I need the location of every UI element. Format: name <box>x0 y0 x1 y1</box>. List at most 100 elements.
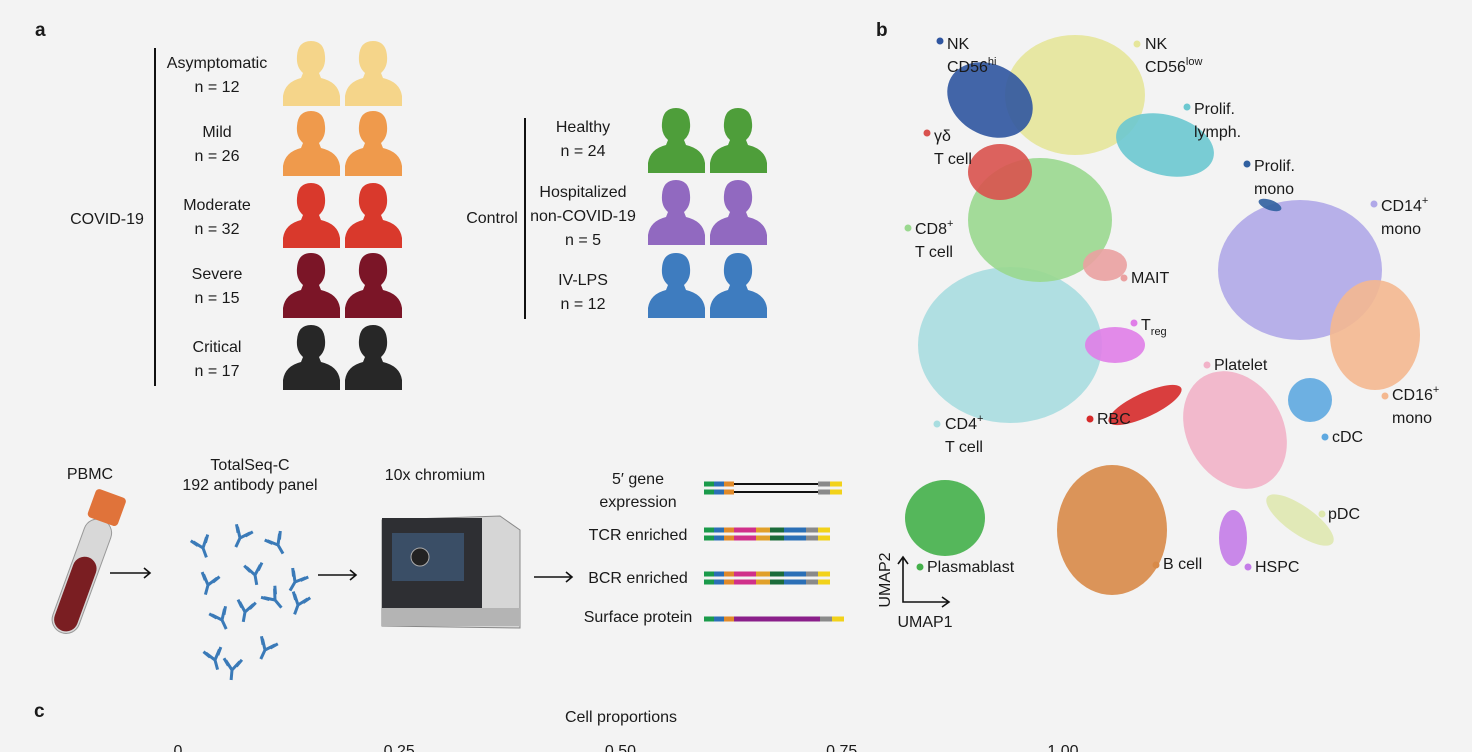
group-count: n = 17 <box>195 363 240 380</box>
label-sup: + <box>977 413 983 425</box>
antibody <box>264 530 285 555</box>
x-tick-label: 0 <box>174 743 183 752</box>
group-label: Control <box>466 210 518 227</box>
antibody <box>234 523 254 548</box>
antibody <box>189 534 210 558</box>
cluster-blob <box>1085 327 1145 363</box>
group-name: Moderate <box>183 197 251 214</box>
cluster-label: Treg <box>1141 317 1167 338</box>
label-line: Plasmablast <box>927 559 1015 576</box>
person-icon <box>283 41 340 106</box>
read-segment <box>784 579 806 585</box>
cluster-label: MAIT <box>1131 270 1169 287</box>
read-segment <box>724 616 734 622</box>
person-icon <box>648 108 705 173</box>
read-segment <box>784 535 806 541</box>
person-icon <box>345 111 402 176</box>
read-segment <box>724 481 734 487</box>
read-segment <box>770 579 784 585</box>
read-segment <box>724 571 734 577</box>
blood-tube <box>51 489 126 634</box>
cluster-label: NK CD56hi <box>947 36 996 76</box>
read-segment <box>806 579 818 585</box>
antibodies <box>189 523 312 681</box>
cluster-dot <box>1086 415 1094 423</box>
read-segment <box>704 489 714 495</box>
chromium-instrument <box>381 515 521 629</box>
group-name: Severe <box>192 266 243 283</box>
cluster-blob <box>1219 510 1247 566</box>
read-segment <box>770 535 784 541</box>
group-name: non-COVID-19 <box>530 208 636 225</box>
label-line: T cell <box>915 244 953 261</box>
label-line: B cell <box>1163 556 1202 573</box>
cluster-label: Platelet <box>1214 357 1268 374</box>
group-count: n = 32 <box>195 221 240 238</box>
cluster-dot <box>1321 433 1329 441</box>
cluster-dot <box>1244 563 1252 571</box>
read-segment <box>734 527 756 533</box>
read-segment <box>820 616 832 622</box>
label-line: pDC <box>1328 506 1360 523</box>
label-line: Platelet <box>1214 357 1268 374</box>
read-segment <box>756 535 770 541</box>
cluster-dot <box>916 563 924 571</box>
read-segment <box>818 527 830 533</box>
x-tick-label: 1.00 <box>1047 743 1078 752</box>
cluster-blob <box>1057 465 1167 595</box>
read-segment <box>756 579 770 585</box>
library-label: expression <box>599 494 676 511</box>
label-line: mono <box>1381 221 1421 238</box>
label-line: CD56 <box>1145 59 1186 76</box>
label-line: T cell <box>945 439 983 456</box>
cluster-blob <box>968 144 1032 200</box>
label-line: T <box>1141 317 1151 334</box>
antibody <box>202 646 223 671</box>
antibody <box>236 598 257 623</box>
read-segment <box>704 579 714 585</box>
group-label: COVID-19 <box>70 211 144 228</box>
cluster-blob <box>1258 198 1282 212</box>
label-line: CD4 <box>945 416 977 433</box>
person-icon <box>283 183 340 248</box>
read-segment <box>770 527 784 533</box>
library-label: BCR enriched <box>588 570 688 587</box>
cluster-label: RBC <box>1097 411 1131 428</box>
read-segment <box>818 481 830 487</box>
workflow-step: 192 antibody panel <box>182 477 317 494</box>
label-line: mono <box>1392 410 1432 427</box>
axis-title: Cell proportions <box>565 709 677 726</box>
cluster-blob <box>1116 113 1214 177</box>
person-icon <box>710 180 767 245</box>
read-segment <box>818 535 830 541</box>
cluster-label: γδ T cell <box>934 128 972 168</box>
group-count: n = 24 <box>561 143 606 160</box>
label-line: CD14 <box>1381 198 1422 215</box>
label-sup: hi <box>988 56 997 68</box>
read-segment <box>704 481 714 487</box>
read-segment <box>724 535 734 541</box>
group-count: n = 15 <box>195 290 240 307</box>
cluster-label: B cell <box>1163 556 1202 573</box>
label-line: Prolif. <box>1194 101 1235 118</box>
read-segment <box>806 527 818 533</box>
cluster-label: CD8+ T cell <box>915 218 953 261</box>
x-tick-label: 0.75 <box>826 743 857 752</box>
read-segment <box>714 527 724 533</box>
cluster-blob <box>905 480 985 556</box>
cluster-blob <box>1288 378 1332 422</box>
read-segment <box>734 579 756 585</box>
label-sup: + <box>947 218 953 230</box>
cluster-dot <box>1120 274 1128 282</box>
cluster-dot <box>1370 200 1378 208</box>
cluster-label: Prolif. mono <box>1254 158 1295 198</box>
axis-label: UMAP1 <box>897 614 952 631</box>
antibody <box>260 585 283 609</box>
person-icon <box>345 41 402 106</box>
cluster-label: CD16+ mono <box>1392 384 1439 427</box>
read-segment <box>704 571 714 577</box>
cluster-label: Plasmablast <box>927 559 1015 576</box>
cluster-label: pDC <box>1328 506 1360 523</box>
panel-label: b <box>876 20 888 41</box>
label-sup: + <box>1433 384 1439 396</box>
